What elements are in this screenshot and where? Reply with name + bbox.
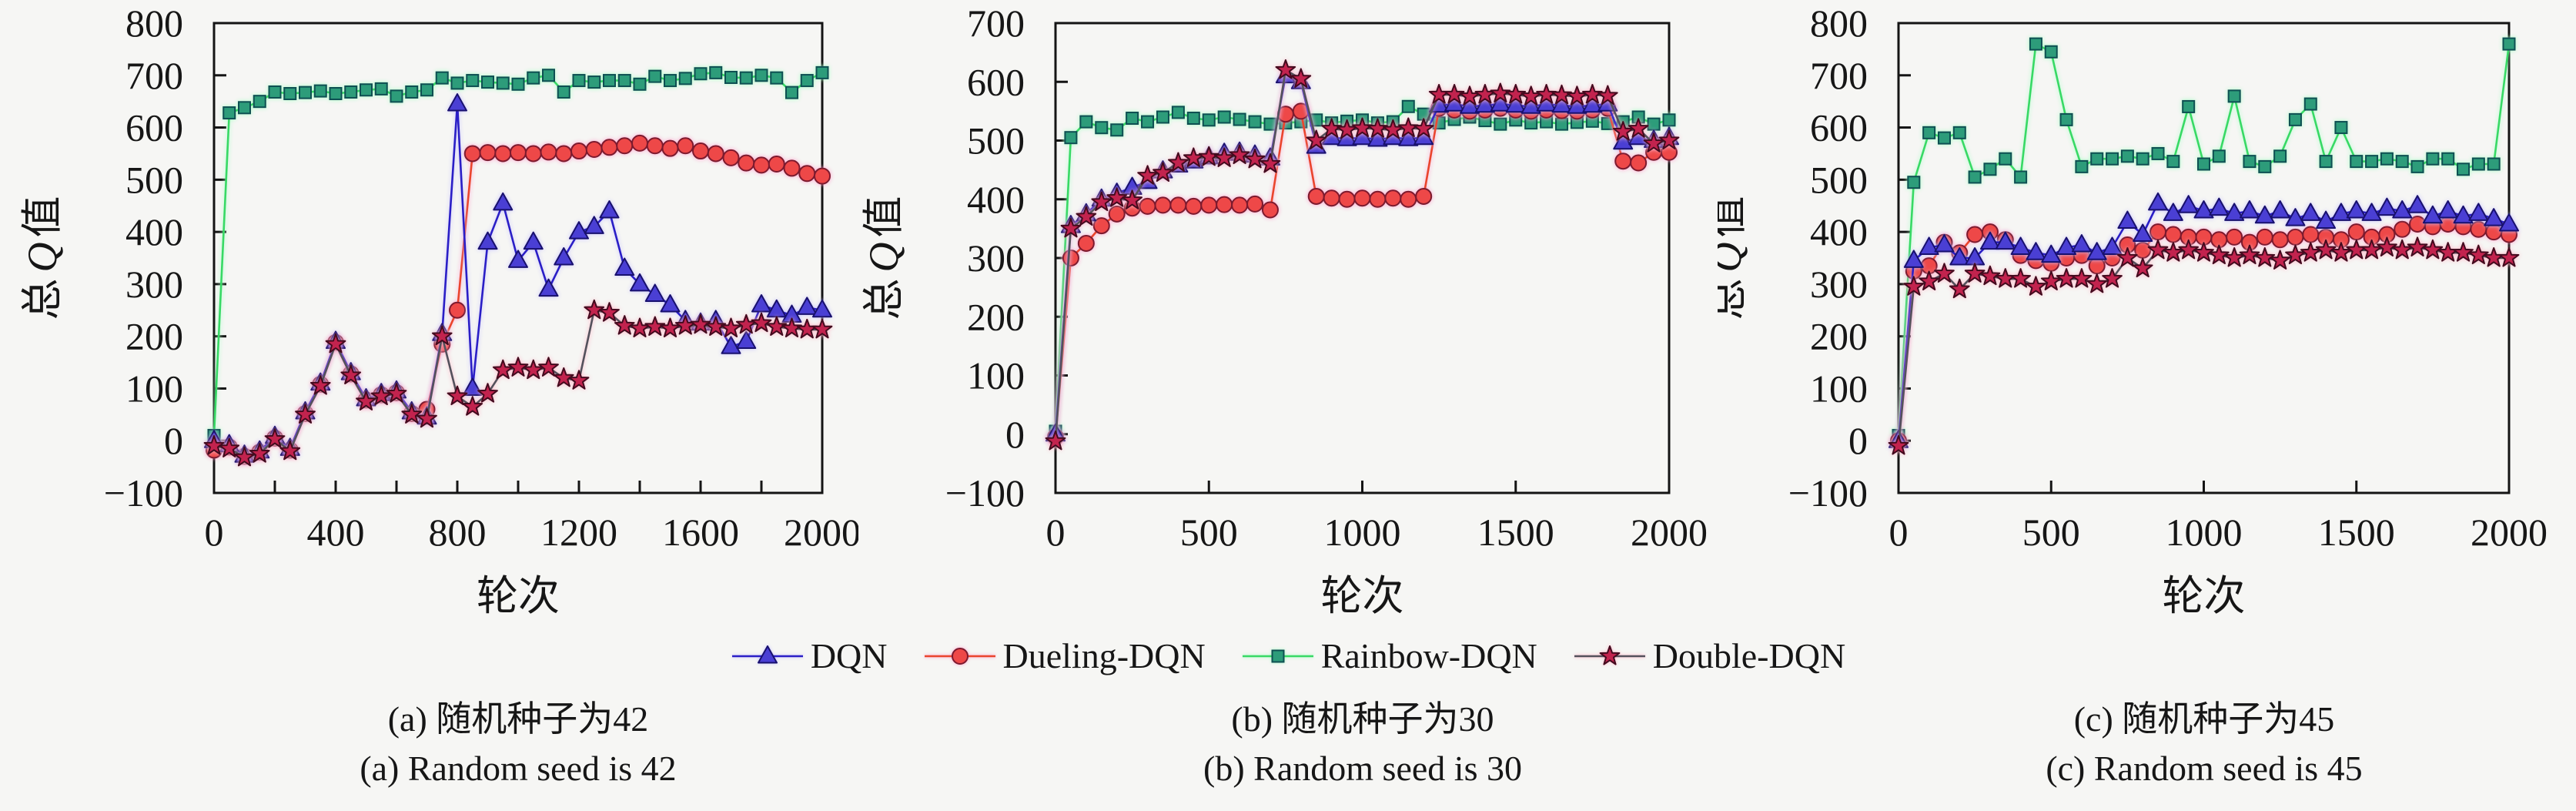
svg-text:0: 0 [164,419,183,462]
svg-text:0: 0 [1005,413,1025,456]
svg-text:600: 600 [125,106,183,149]
svg-text:700: 700 [967,2,1025,45]
legend-label-rainbow-dqn: Rainbow-DQN [1320,636,1537,675]
svg-text:0: 0 [1848,419,1868,462]
svg-text:800: 800 [1810,2,1868,45]
caption-c-chinese: (c) 随机种子为45 [2073,699,2335,739]
legend-label-double-dqn: Double-DQN [1652,636,1846,675]
caption-a-chinese: (a) 随机种子为42 [387,699,649,739]
svg-text:500: 500 [967,119,1025,163]
svg-text:600: 600 [1810,106,1868,149]
legend-label-dueling-dqn: Dueling-DQN [1002,636,1206,675]
svg-text:200: 200 [125,315,183,358]
svg-text:600: 600 [967,60,1025,103]
svg-text:−100: −100 [104,471,183,514]
x-axis-label-c: 轮次 [2163,573,2246,619]
double-dqn-star-marker-icon [1573,639,1647,673]
x-axis-label-a: 轮次 [477,573,560,619]
legend-item-dueling-dqn: Dueling-DQN [923,636,1206,675]
svg-text:1500: 1500 [1477,511,1554,554]
svg-text:1500: 1500 [2318,511,2395,554]
svg-text:0: 0 [205,511,224,554]
svg-text:2000: 2000 [1631,511,1708,554]
caption-c-english: (c) Random seed is 45 [2046,749,2363,788]
svg-text:−100: −100 [1788,471,1868,514]
chart-canvas-b: −100 0 100 200 300 400 500 600 700 0 500 1000 1500 20… [861,2,1708,619]
svg-text:−100: −100 [945,471,1025,514]
rainbow-dqn-square-marker-icon [1241,639,1315,673]
chart-canvas-c: −100 0 100 200 300 400 500 600 700 800 0 500 1000 150… [1704,2,2548,619]
svg-text:1000: 1000 [1324,511,1401,554]
svg-text:500: 500 [125,158,183,201]
svg-text:1000: 1000 [2166,511,2243,554]
x-axis-label-b: 轮次 [1321,573,1404,619]
svg-text:100: 100 [967,354,1025,397]
svg-text:700: 700 [1810,54,1868,97]
caption-b-english: (b) Random seed is 30 [1203,749,1522,788]
caption-a: (a) 随机种子为42 (a) Random seed is 42 [195,695,841,793]
svg-text:300: 300 [1810,263,1868,306]
svg-text:400: 400 [125,210,183,253]
svg-text:500: 500 [1180,511,1238,554]
svg-text:800: 800 [125,2,183,45]
dqn-triangle-marker-icon [731,639,805,673]
caption-a-english: (a) Random seed is 42 [360,749,677,788]
svg-text:1200: 1200 [540,511,617,554]
chart-c: −100 0 100 200 300 400 500 600 700 800 0 500 1000 150… [1704,0,2576,624]
svg-text:700: 700 [125,54,183,97]
y-axis-label-b: 总Q值 [861,196,907,320]
legend-item-rainbow-dqn: Rainbow-DQN [1241,636,1537,675]
caption-b-chinese: (b) 随机种子为30 [1231,699,1494,739]
svg-text:0: 0 [1046,511,1066,554]
svg-text:400: 400 [307,511,365,554]
legend-item-double-dqn: Double-DQN [1573,636,1846,675]
svg-text:200: 200 [967,295,1025,338]
y-axis-label-c: 总Q值 [1718,196,1750,320]
svg-text:300: 300 [125,263,183,306]
svg-text:400: 400 [967,178,1025,221]
svg-text:100: 100 [1810,367,1868,410]
chart-canvas-a: −100 0 100 200 300 400 500 600 700 800 0 400 800 1200… [19,2,861,619]
svg-text:0: 0 [1889,511,1909,554]
svg-text:2000: 2000 [784,511,858,554]
caption-c: (c) 随机种子为45 (c) Random seed is 45 [1881,695,2527,793]
svg-text:1600: 1600 [662,511,739,554]
svg-text:200: 200 [1810,315,1868,358]
svg-text:800: 800 [429,511,487,554]
legend-item-dqn: DQN [731,636,888,675]
svg-text:500: 500 [1810,158,1868,201]
chart-a: −100 0 100 200 300 400 500 600 700 800 0 400 800 1200… [0,0,861,624]
dueling-dqn-circle-marker-icon [923,639,997,673]
caption-b: (b) 随机种子为30 (b) Random seed is 30 [1039,695,1686,793]
svg-text:400: 400 [1810,210,1868,253]
legend: DQN Dueling-DQN Rainbow-DQN Double-DQN [0,632,2576,681]
svg-text:100: 100 [125,367,183,410]
chart-b: −100 0 100 200 300 400 500 600 700 0 500 1000 1500 20… [858,0,1718,624]
svg-text:2000: 2000 [2471,511,2548,554]
svg-text:500: 500 [2022,511,2080,554]
legend-label-dqn: DQN [810,636,888,675]
svg-text:300: 300 [967,236,1025,280]
y-axis-label-a: 总Q值 [19,196,65,320]
